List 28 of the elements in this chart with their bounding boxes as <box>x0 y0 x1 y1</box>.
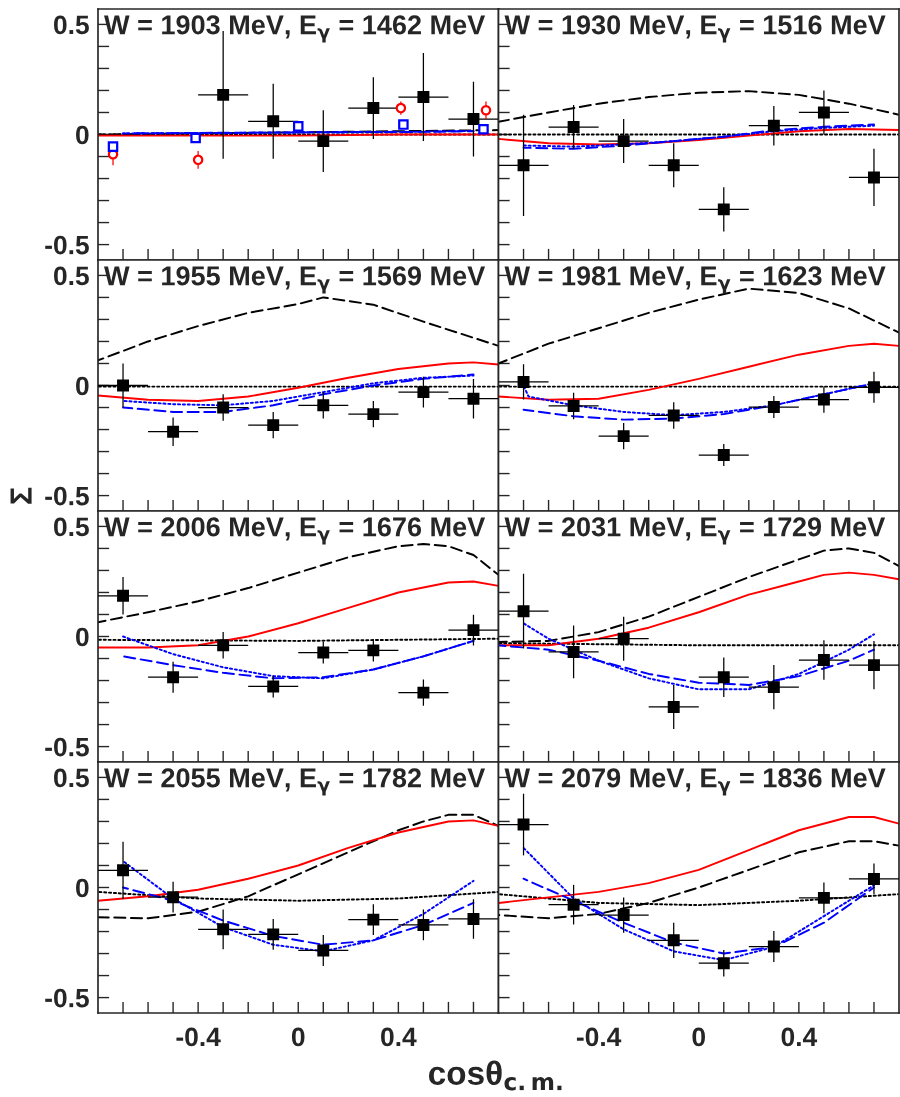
y-tick-label: -0.5 <box>45 737 89 757</box>
y-tick-label: 0 <box>76 376 89 396</box>
y-tick-label: -0.5 <box>45 486 89 506</box>
y-tick-label: 0 <box>76 878 89 898</box>
y-tick-label: 0.5 <box>54 15 89 35</box>
x-tick-label: 0 <box>692 1027 706 1047</box>
x-tick-label: 0.4 <box>381 1027 417 1047</box>
x-tick-label: 0.4 <box>781 1027 818 1047</box>
y-tick-label: 0.5 <box>54 768 89 788</box>
x-tick-label: -0.4 <box>576 1027 622 1047</box>
x-tick-label: 0 <box>291 1027 305 1047</box>
chart-title: W = 2006 MeV, E$_{γ}$ = 1676 MeV <box>104 517 486 545</box>
x-tick-label: -0.4 <box>176 1027 221 1047</box>
chart-title: W = 1930 MeV, E$_{γ}$ = 1516 MeV <box>504 15 886 43</box>
chart-title: W = 2031 MeV, E$_{γ}$ = 1729 MeV <box>504 517 886 545</box>
chart-title: W = 1903 MeV, E$_{γ}$ = 1462 MeV <box>104 15 486 43</box>
chart-title: W = 2055 MeV, E$_{γ}$ = 1782 MeV <box>104 768 486 796</box>
chart-title: W = 1981 MeV, E$_{γ}$ = 1623 MeV <box>504 266 886 294</box>
y-tick-label: 0 <box>76 125 89 145</box>
x-axis-title: cosθ$_{c.m.}$ <box>428 1060 562 1091</box>
y-tick-label: -0.5 <box>45 988 89 1008</box>
chart-title: W = 2079 MeV, E$_{γ}$ = 1836 MeV <box>504 768 886 796</box>
y-tick-label: 0.5 <box>54 266 89 286</box>
y-tick-label: -0.5 <box>45 235 89 255</box>
y-tick-label: 0 <box>76 627 89 647</box>
chart-title: W = 1955 MeV, E$_{γ}$ = 1569 MeV <box>104 266 486 294</box>
y-axis-title: Σ <box>10 487 32 504</box>
y-tick-label: 0.5 <box>54 517 89 537</box>
